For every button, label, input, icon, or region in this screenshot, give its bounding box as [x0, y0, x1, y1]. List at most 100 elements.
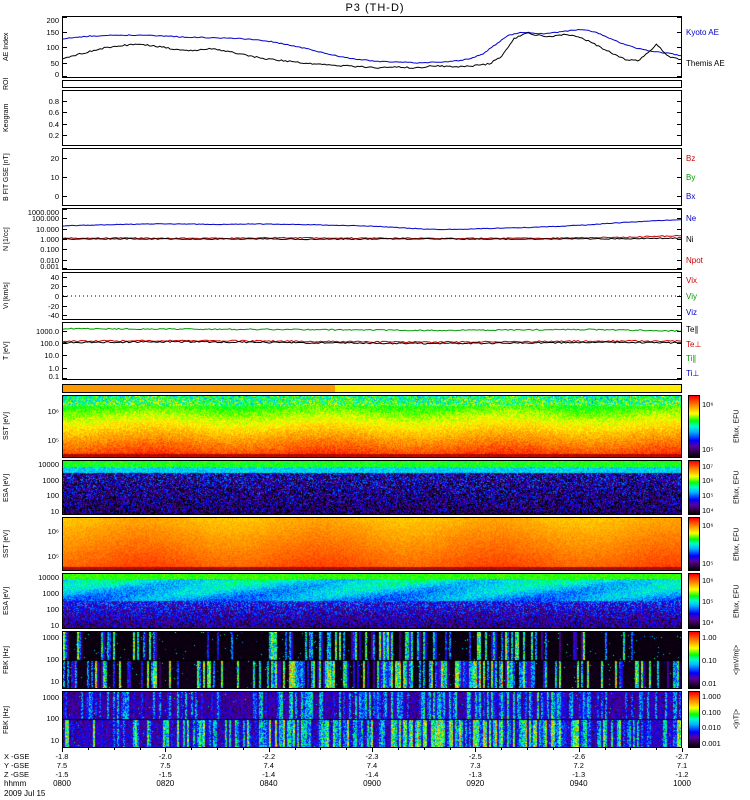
- ytick-mark-right: [677, 342, 681, 344]
- position-value: -1.4: [365, 770, 379, 779]
- fbk_e-panel: [62, 631, 682, 689]
- ytick-label: 0.2: [48, 130, 59, 140]
- x-minor-tick: [346, 748, 348, 750]
- colorbar-tick-label: 0.010: [702, 723, 721, 733]
- ytick-label: 20: [50, 153, 59, 163]
- ytick-mark-right: [677, 134, 681, 136]
- legend-ti: Ti∥: [686, 354, 697, 364]
- position-value: 7.4: [263, 761, 274, 770]
- ytick-mark-right: [677, 47, 681, 48]
- sst_ion-spectrogram: [63, 396, 681, 457]
- ytick-mark: [63, 315, 67, 317]
- colorbar-tick-label: 10⁶: [702, 575, 714, 585]
- bfit-axis-label: B FIT GSE [nT]: [3, 153, 10, 201]
- ytick-label: 100: [46, 714, 59, 724]
- x-minor-tick: [527, 748, 528, 750]
- colorbar-axis-label: Eflux, EFU: [733, 409, 741, 444]
- ytick-mark-right: [677, 355, 681, 357]
- position-value: -1.5: [55, 770, 69, 779]
- colorbar-tick-label: 10⁴: [702, 618, 714, 628]
- position-value: 7.3: [470, 761, 481, 770]
- position-value: -1.8: [55, 752, 69, 761]
- legend-themisae: Themis AE: [686, 58, 725, 68]
- sst_ion-colorbar: [688, 395, 700, 458]
- ytick-label: 10⁶: [47, 526, 59, 536]
- ytick-label: 10⁶: [47, 406, 59, 416]
- sst_e-axis-label: SST [eV]: [3, 530, 10, 558]
- x-minor-tick: [449, 748, 451, 750]
- esa_ion-panel: [62, 460, 682, 515]
- ytick-mark: [63, 286, 67, 288]
- ytick-label: 0: [54, 70, 59, 79]
- ytick-label: 100.0: [40, 338, 59, 348]
- position-value: 7.1: [676, 761, 688, 770]
- ytick-mark: [63, 62, 67, 64]
- ytick-mark-right: [677, 259, 681, 261]
- ytick-mark-right: [677, 218, 681, 220]
- vi-panel: [62, 272, 682, 320]
- roi-plot: [63, 81, 681, 87]
- ytick-label: 10⁵: [47, 436, 59, 446]
- ytick-mark-right: [677, 239, 681, 240]
- position-value: -2.3: [365, 752, 379, 761]
- ytick-label: 10: [50, 173, 59, 182]
- fbk_b-panel: [62, 691, 682, 748]
- position-row-label: Z -GSE: [4, 770, 30, 779]
- ytick-mark-right: [677, 330, 681, 332]
- position-value: -2.2: [262, 752, 276, 761]
- ytick-label: 100: [46, 654, 59, 664]
- ytick-label: -20: [48, 301, 59, 311]
- fbk_b-axis-label: FBK [Hz]: [3, 705, 10, 734]
- time-tick-label: 0940: [569, 779, 588, 788]
- time-tick-label: 1000: [673, 779, 691, 788]
- x-minor-tick: [113, 748, 115, 750]
- colorbar-axis-label: Eflux, EFU: [733, 470, 741, 505]
- x-major-tick: [578, 748, 580, 752]
- ytick-label: 1000: [42, 589, 59, 599]
- esa_ion-axis-label: ESA [eV]: [3, 473, 10, 502]
- colorbar-axis-label: Eflux, EFU: [733, 527, 741, 561]
- series-kyotoae: [63, 28, 681, 64]
- ytick-mark: [63, 342, 67, 344]
- ytick-mark-right: [677, 276, 681, 278]
- ytick-mark: [63, 112, 67, 114]
- ytick-label: 0.1: [48, 372, 59, 381]
- vi-plot: [63, 295, 681, 297]
- roi-axis-label: ROI: [3, 77, 10, 91]
- ytick-mark-right: [677, 268, 681, 269]
- ytick-mark: [63, 259, 67, 261]
- series-themisae: [63, 32, 681, 69]
- colorbar-axis-label: Eflux, EFU: [733, 584, 741, 618]
- x-minor-tick: [656, 748, 658, 750]
- ytick-label: 10: [50, 736, 59, 746]
- ytick-label: 100: [46, 491, 59, 501]
- ytick-mark: [63, 196, 67, 198]
- esa_e-colorbar: [688, 573, 700, 629]
- legend-vix: Vix: [686, 276, 697, 285]
- ytick-mark: [63, 276, 67, 278]
- ytick-label: 1.0: [48, 363, 59, 373]
- position-value: 7.2: [573, 761, 584, 770]
- ytick-mark: [63, 296, 67, 297]
- x-minor-tick: [604, 748, 606, 750]
- x-minor-tick: [165, 748, 167, 750]
- ytick-mark: [63, 330, 67, 332]
- ytick-label: 10000: [38, 460, 59, 470]
- ytick-mark: [63, 76, 67, 77]
- colorbar-tick-label: 10⁵: [702, 491, 714, 501]
- time-tick-label: 0920: [466, 779, 485, 788]
- ytick-label: 100.000: [31, 214, 59, 224]
- mode-bar-segment: [63, 385, 335, 392]
- n-panel: [62, 208, 682, 270]
- ytick-mark-right: [677, 123, 681, 125]
- ytick-mark-right: [677, 305, 681, 307]
- colorbar-axis-label: <|nT|>: [733, 709, 741, 730]
- ytick-mark-right: [677, 17, 681, 18]
- ytick-label: 10.000: [36, 224, 59, 234]
- ytick-label: 1000.0: [36, 326, 59, 336]
- colorbar-tick-label: 1.00: [702, 632, 717, 642]
- ytick-mark-right: [677, 228, 681, 230]
- legend-by: By: [686, 173, 696, 182]
- ytick-mark: [63, 17, 67, 18]
- ytick-mark-right: [677, 157, 681, 159]
